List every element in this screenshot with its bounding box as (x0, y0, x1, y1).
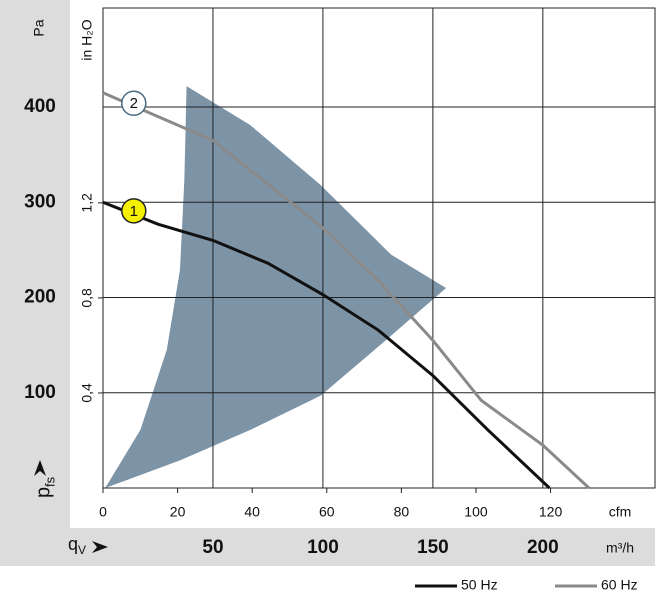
x2-unit: cfm (609, 504, 632, 520)
y-label-main: p (32, 487, 54, 498)
x2-tick-label: 60 (319, 504, 335, 520)
y-label-sub: fs (42, 476, 57, 487)
y-tick-label: 300 (24, 191, 56, 212)
y-tick-label: 100 (24, 382, 56, 403)
y2-tick-label: 1,2 (79, 193, 95, 213)
curve-marker-label: 2 (130, 95, 138, 112)
x2-tick-label: 40 (244, 504, 260, 520)
legend-label: 50 Hz (461, 577, 498, 593)
y2-tick-label: 0,4 (79, 383, 95, 403)
x-tick-label: 200 (527, 537, 559, 558)
bottom-band (0, 528, 655, 566)
plot-frame (102, 7, 656, 489)
x-tick-label: 100 (307, 537, 339, 558)
x-unit: m³/h (606, 540, 634, 556)
y2-tick-label: 0,8 (79, 288, 95, 308)
x2-tick-label: 0 (99, 504, 107, 520)
curve-marker (121, 90, 147, 116)
y-unit: Pa (31, 19, 47, 36)
y-tick-label: 400 (24, 96, 56, 117)
x2-tick-label: 80 (394, 504, 410, 520)
line (102, 91, 591, 490)
legend-label: 60 Hz (601, 577, 638, 593)
x-label-main: q (68, 534, 78, 554)
x2-tick-label: 100 (464, 504, 488, 520)
y-tick-label: 200 (24, 287, 56, 308)
x-arrow (92, 541, 108, 553)
left-band (0, 0, 70, 528)
curve-marker-label: 1 (130, 203, 138, 220)
y-label: p fs (32, 476, 57, 498)
x-tick-label: 150 (417, 537, 449, 558)
y-arrow (34, 460, 46, 476)
y2-unit: in H₂O (79, 19, 95, 60)
x-tick-label: 50 (202, 537, 223, 558)
x2-tick-label: 120 (539, 504, 563, 520)
x-label-sub: V (78, 543, 86, 557)
line (102, 200, 551, 490)
operating-range (105, 86, 447, 488)
x2-tick-label: 20 (170, 504, 186, 520)
curve-marker (121, 198, 147, 224)
